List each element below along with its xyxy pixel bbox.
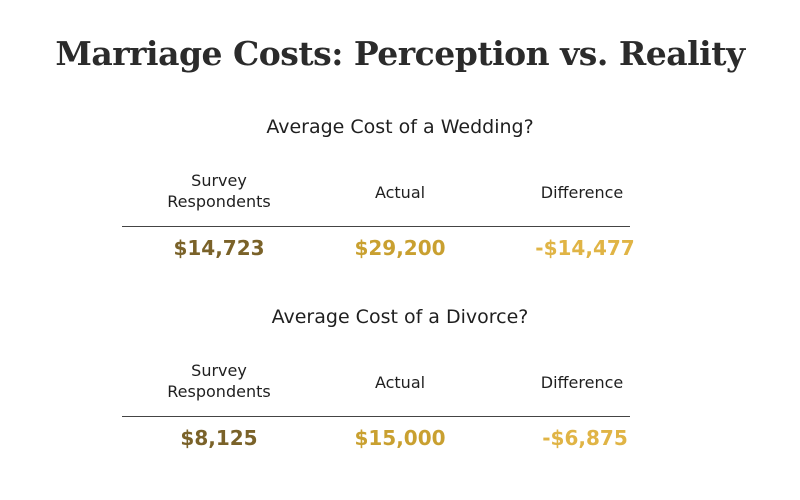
divorce-title: Average Cost of a Divorce? [271,306,529,328]
divorce-header-survey: Survey Respondents [167,361,271,401]
divorce-divider [122,416,630,417]
divorce-header-actual: Actual [374,373,426,392]
divorce-difference-value: -$6,875 [542,426,628,450]
wedding-survey-value: $14,723 [173,236,265,260]
wedding-divider [122,226,630,227]
wedding-header-actual: Actual [374,183,426,202]
divorce-actual-value: $15,000 [354,426,446,450]
wedding-title: Average Cost of a Wedding? [266,116,534,138]
divorce-header-difference: Difference [540,373,624,392]
page-title: Marriage Costs: Perception vs. Reality [55,34,745,73]
wedding-difference-value: -$14,477 [535,236,635,260]
wedding-header-difference: Difference [540,183,624,202]
divorce-survey-value: $8,125 [180,426,258,450]
wedding-header-survey: Survey Respondents [167,171,271,211]
wedding-actual-value: $29,200 [354,236,446,260]
